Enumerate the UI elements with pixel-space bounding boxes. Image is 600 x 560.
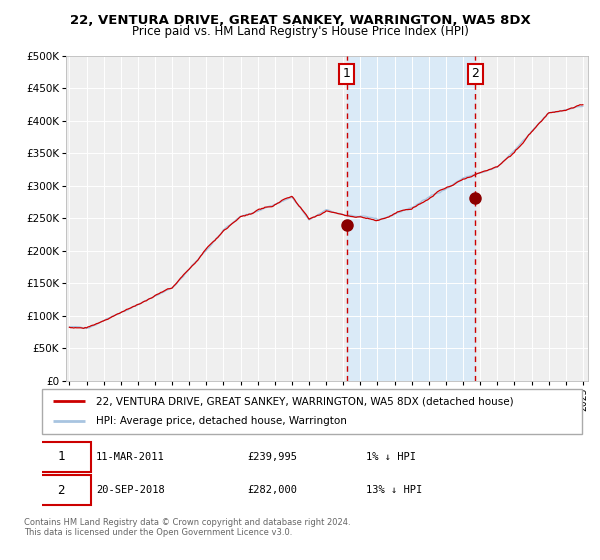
Text: 20-SEP-2018: 20-SEP-2018	[96, 485, 165, 495]
Text: 2: 2	[472, 67, 479, 81]
Text: 13% ↓ HPI: 13% ↓ HPI	[366, 485, 422, 495]
FancyBboxPatch shape	[31, 475, 91, 505]
Text: 1: 1	[343, 67, 350, 81]
Text: £239,995: £239,995	[247, 452, 297, 461]
Text: 1: 1	[57, 450, 65, 463]
Text: 22, VENTURA DRIVE, GREAT SANKEY, WARRINGTON, WA5 8DX (detached house): 22, VENTURA DRIVE, GREAT SANKEY, WARRING…	[96, 396, 514, 407]
Text: 11-MAR-2011: 11-MAR-2011	[96, 452, 165, 461]
Text: £282,000: £282,000	[247, 485, 297, 495]
Text: Price paid vs. HM Land Registry's House Price Index (HPI): Price paid vs. HM Land Registry's House …	[131, 25, 469, 38]
Text: 1% ↓ HPI: 1% ↓ HPI	[366, 452, 416, 461]
Text: HPI: Average price, detached house, Warrington: HPI: Average price, detached house, Warr…	[96, 417, 347, 427]
FancyBboxPatch shape	[31, 442, 91, 472]
Text: Contains HM Land Registry data © Crown copyright and database right 2024.
This d: Contains HM Land Registry data © Crown c…	[24, 518, 350, 538]
Bar	[347, 56, 475, 381]
Text: 22, VENTURA DRIVE, GREAT SANKEY, WARRINGTON, WA5 8DX: 22, VENTURA DRIVE, GREAT SANKEY, WARRING…	[70, 14, 530, 27]
Text: 2: 2	[57, 484, 65, 497]
FancyBboxPatch shape	[42, 389, 582, 434]
